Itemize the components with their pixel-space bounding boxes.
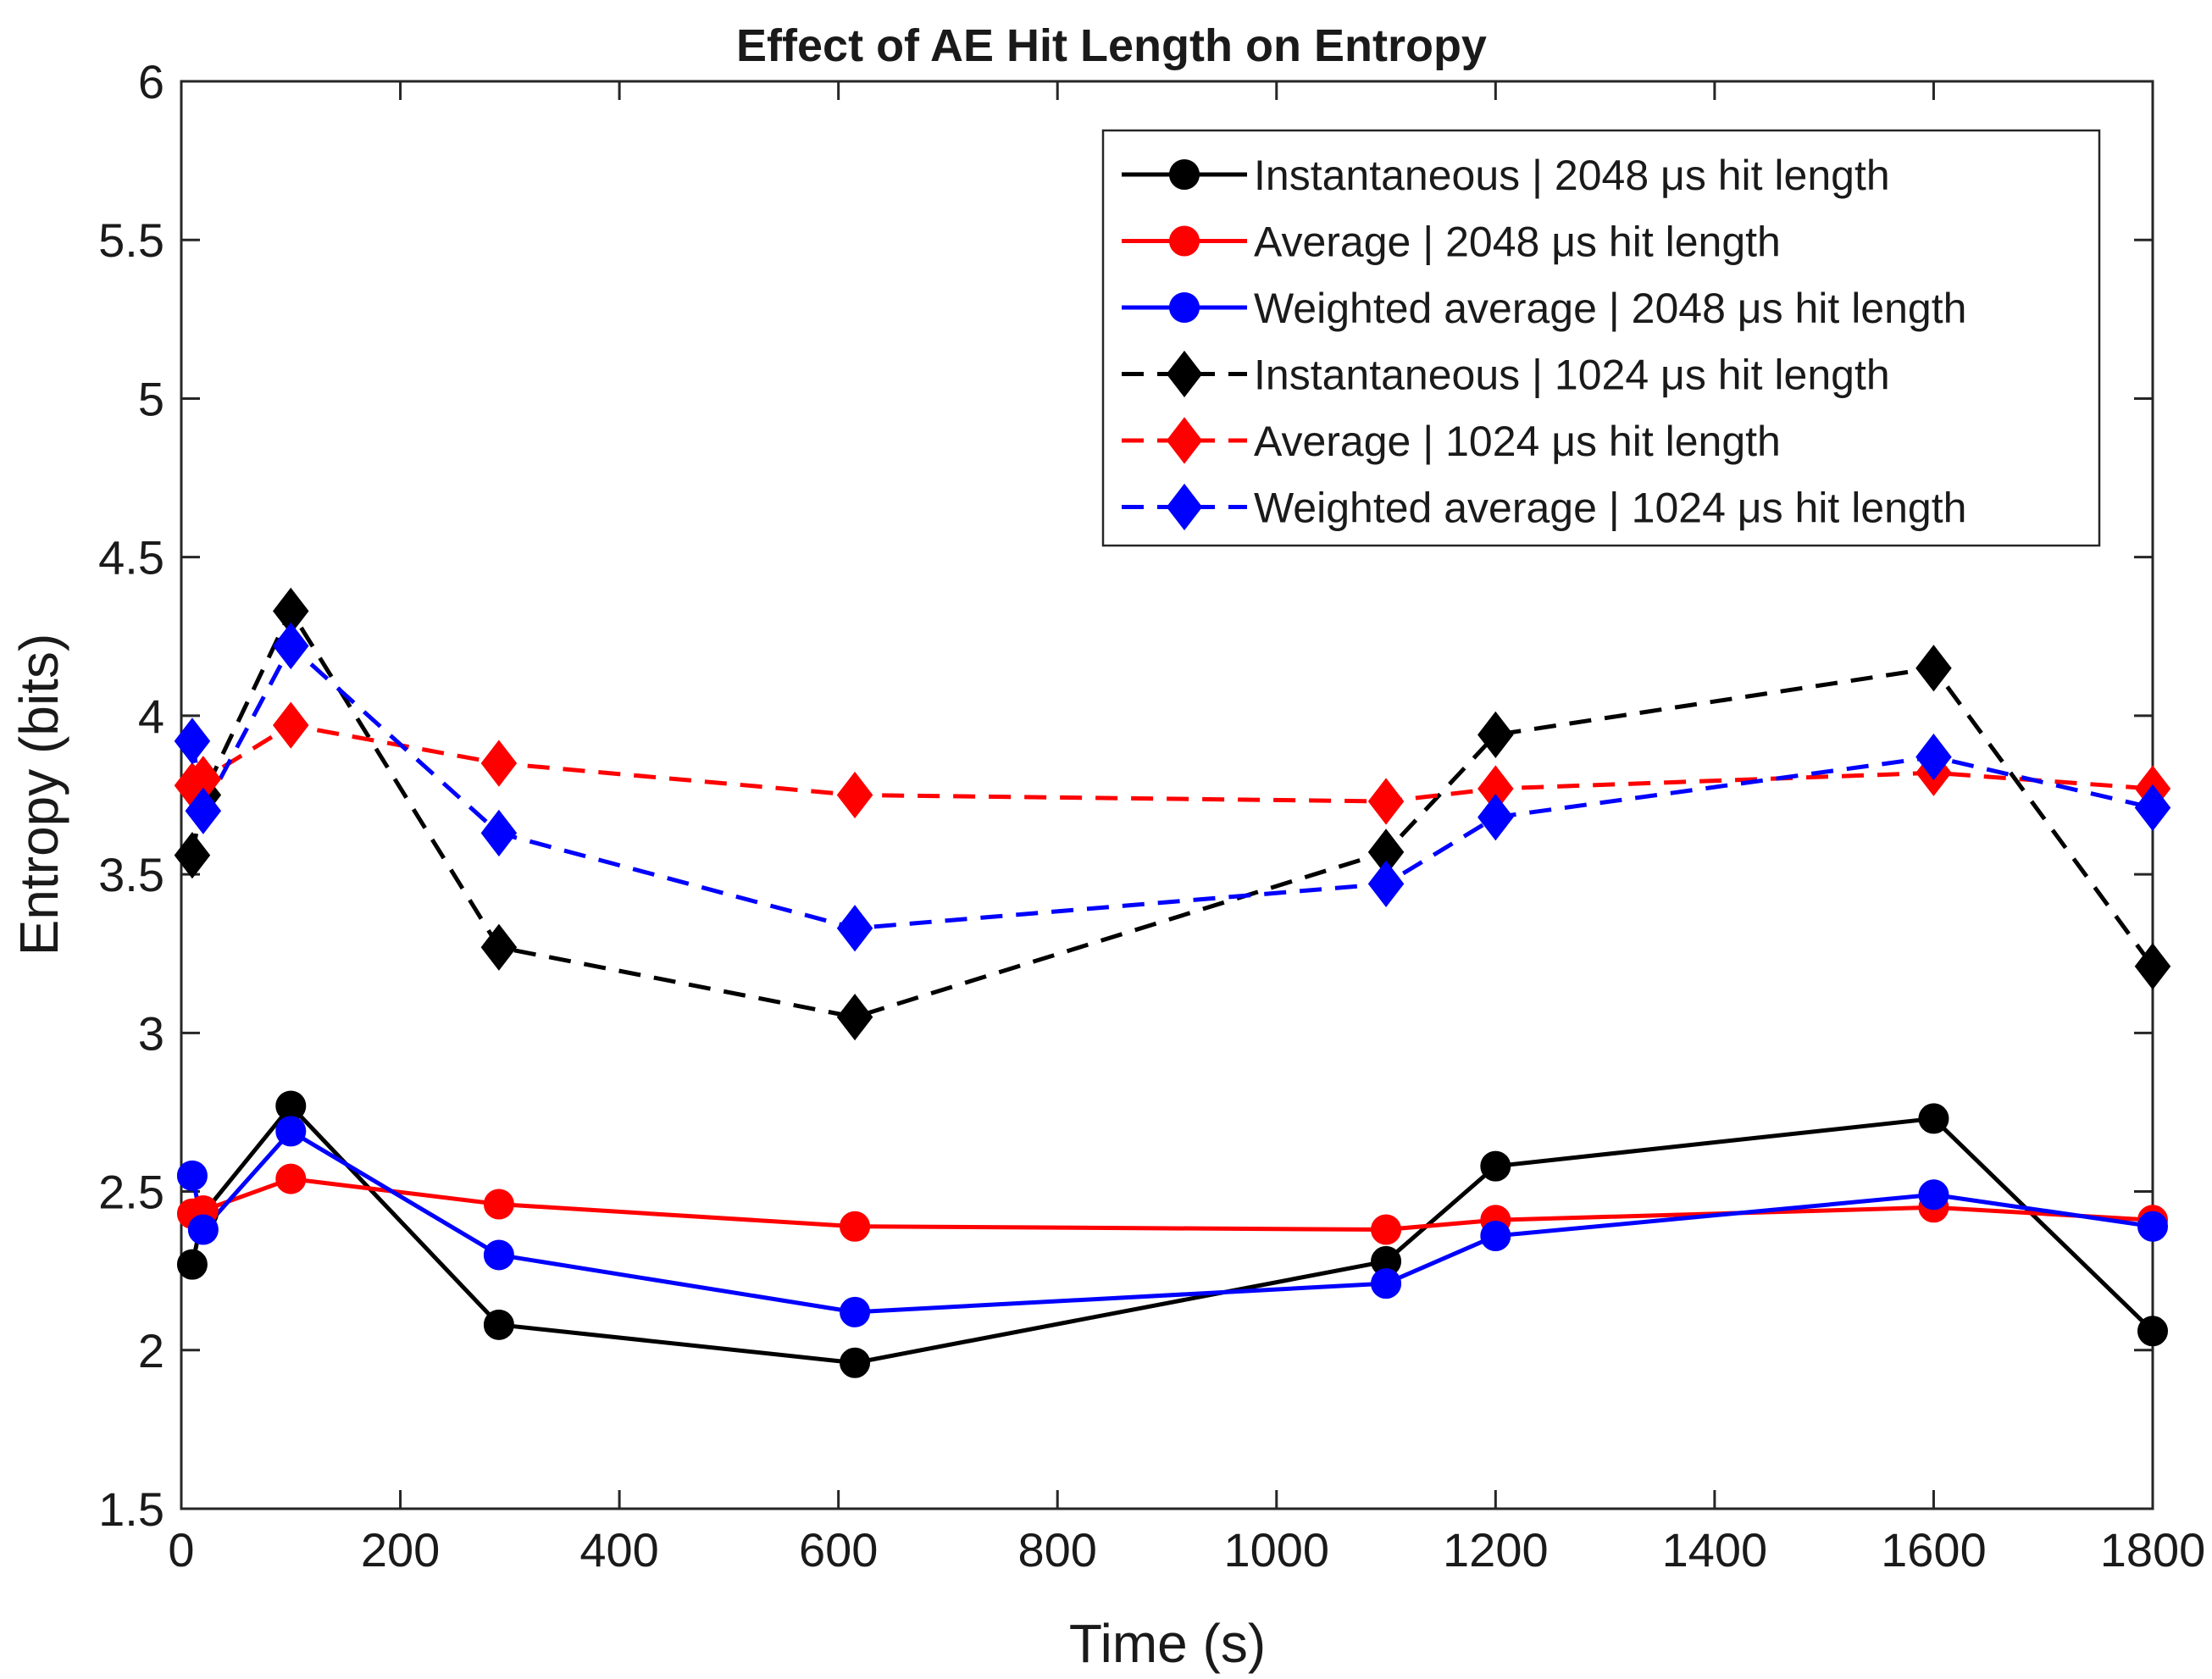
y-tick-label: 2.5 <box>98 1166 164 1219</box>
x-axis-label: Time (s) <box>1069 1613 1266 1674</box>
data-point-series-6 <box>1367 860 1405 907</box>
y-tick-label: 3 <box>138 1006 164 1060</box>
y-tick-label: 4 <box>138 690 164 743</box>
data-point-series-2 <box>840 1211 871 1242</box>
data-point-series-6 <box>174 718 211 765</box>
x-tick-label: 600 <box>799 1523 878 1576</box>
data-point-series-6 <box>480 809 518 857</box>
x-tick-label: 400 <box>579 1523 658 1576</box>
x-tick-label: 1000 <box>1223 1523 1329 1576</box>
legend-marker-2 <box>1169 225 1200 257</box>
legend-marker-4 <box>1166 350 1203 398</box>
legend-entry-label: Weighted average | 1024 μs hit length <box>1254 485 1966 532</box>
legend-entry-label: Instantaneous | 2048 μs hit length <box>1254 152 1890 199</box>
data-point-series-1 <box>275 1090 307 1122</box>
legend-entry-label: Average | 1024 μs hit length <box>1254 418 1781 465</box>
data-point-series-1 <box>2137 1316 2168 1347</box>
y-axis-label: Entropy (bits) <box>8 634 69 956</box>
data-point-series-2 <box>275 1163 307 1194</box>
data-point-series-3 <box>176 1160 208 1191</box>
data-point-series-5 <box>273 701 309 749</box>
data-point-series-1 <box>176 1249 208 1280</box>
y-tick-label: 6 <box>138 55 164 108</box>
data-point-series-4 <box>480 923 518 971</box>
data-point-series-6 <box>836 905 873 952</box>
data-point-series-4 <box>836 993 873 1041</box>
data-point-series-4 <box>2134 943 2171 990</box>
legend-box <box>1101 129 2101 547</box>
data-point-series-3 <box>187 1214 219 1245</box>
data-point-series-5 <box>1367 778 1405 825</box>
data-point-series-3 <box>1480 1220 1511 1251</box>
data-point-series-4 <box>174 832 211 879</box>
legend-marker-6 <box>1166 483 1203 531</box>
data-point-series-2 <box>483 1189 514 1220</box>
x-tick-label: 0 <box>168 1523 194 1576</box>
y-tick-label: 2 <box>138 1324 164 1377</box>
legend-entry-label: Instantaneous | 1024 μs hit length <box>1254 352 1890 399</box>
data-point-series-3 <box>1371 1268 1402 1299</box>
data-point-series-1 <box>840 1347 871 1378</box>
data-point-series-3 <box>483 1239 514 1271</box>
x-tick-label: 800 <box>1018 1523 1097 1576</box>
data-point-series-6 <box>185 787 222 834</box>
data-point-series-3 <box>1918 1179 1949 1211</box>
data-point-series-3 <box>275 1116 307 1147</box>
legend-entry-label: Average | 2048 μs hit length <box>1254 219 1781 266</box>
data-point-series-4 <box>1915 645 1952 692</box>
series-line-4 <box>190 608 2155 1020</box>
y-tick-label: 1.5 <box>98 1482 164 1536</box>
legend-marker-5 <box>1166 417 1203 464</box>
y-tick-label: 3.5 <box>98 848 164 901</box>
y-tick-label: 5 <box>138 372 164 425</box>
y-tick-label: 4.5 <box>98 531 164 585</box>
data-point-series-6 <box>1915 733 1952 781</box>
data-point-series-2 <box>1371 1214 1402 1245</box>
data-point-series-6 <box>1477 794 1514 841</box>
data-point-series-3 <box>2137 1211 2168 1242</box>
x-tick-label: 200 <box>361 1523 440 1576</box>
legend-entry-label: Weighted average | 2048 μs hit length <box>1254 285 1966 332</box>
data-point-series-6 <box>2134 784 2171 832</box>
data-point-series-4 <box>1477 711 1514 758</box>
x-tick-label: 1600 <box>1881 1523 1987 1576</box>
x-tick-label: 1800 <box>2100 1523 2206 1576</box>
chart-title: Effect of AE Hit Length on Entropy <box>736 20 1487 71</box>
series-markers <box>174 587 2171 1378</box>
data-point-series-6 <box>273 622 309 670</box>
legend: Instantaneous | 2048 μs hit length Averag… <box>1101 129 2101 547</box>
data-point-series-1 <box>483 1309 514 1340</box>
data-point-series-5 <box>836 771 873 819</box>
legend-marker-3 <box>1169 292 1200 323</box>
x-tick-label: 1200 <box>1443 1523 1549 1576</box>
legend-marker-1 <box>1169 159 1200 190</box>
axis-ticks: 0 200 400 600 800 1000 1200 1400 1600 1800 1.5 2 2.5… <box>98 55 2205 1576</box>
x-tick-label: 1400 <box>1662 1523 1768 1576</box>
data-point-series-1 <box>1918 1103 1949 1134</box>
data-point-series-3 <box>840 1296 871 1327</box>
data-point-series-1 <box>1480 1150 1511 1182</box>
data-point-series-5 <box>480 740 518 787</box>
y-tick-label: 5.5 <box>98 213 164 267</box>
